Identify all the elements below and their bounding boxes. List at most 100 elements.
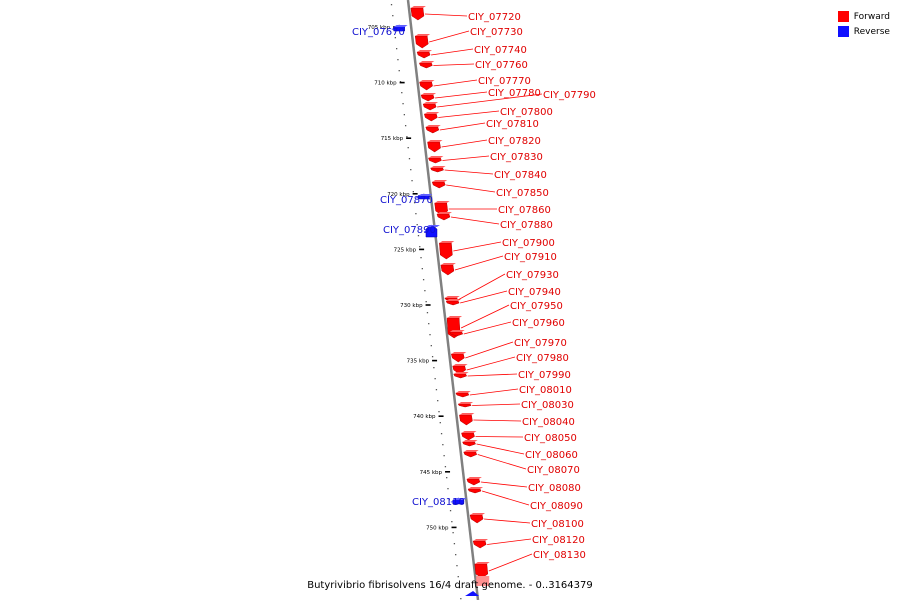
gene-leader-line	[433, 79, 478, 87]
gene-leader-line	[444, 169, 494, 175]
gene-label-ciy-07940[interactable]: CIY_07940	[508, 287, 561, 298]
gene-feature-partial	[465, 591, 480, 596]
gene-feature-shade	[444, 296, 460, 298]
gene-label-ciy-07840[interactable]: CIY_07840	[494, 170, 547, 181]
gene-feature-ciy-07970[interactable]	[450, 353, 465, 363]
gene-label-ciy-07800[interactable]: CIY_07800	[500, 107, 553, 118]
gene-feature-ciy-07890[interactable]	[425, 224, 438, 238]
gene-feature-ciy-07940[interactable]	[445, 300, 460, 306]
gene-label-ciy-08110[interactable]: CIY_08110	[412, 497, 465, 508]
legend-reverse-label: Reverse	[853, 26, 890, 37]
gene-feature-ciy-07880[interactable]	[436, 213, 451, 221]
gene-leader-line	[450, 500, 463, 503]
gene-label-ciy-08130[interactable]: CIY_08130	[533, 550, 586, 561]
gene-label-ciy-08050[interactable]: CIY_08050	[524, 433, 577, 444]
gene-label-ciy-07850[interactable]: CIY_07850	[496, 188, 549, 199]
gene-leader-line	[446, 184, 496, 193]
gene-leader-line	[460, 304, 510, 329]
gene-label-ciy-07910[interactable]: CIY_07910	[504, 252, 557, 263]
gene-label-ciy-07810[interactable]: CIY_07810	[486, 119, 539, 130]
gene-labels: CIY_07670 CIY_07720 CIY_07730 CIY_07740 CIY_…	[352, 12, 596, 572]
gene-label-ciy-08100[interactable]: CIY_08100	[531, 519, 584, 530]
gene-feature-ciy-08090[interactable]	[467, 488, 482, 494]
gene-feature-ciy-07910[interactable]	[440, 264, 455, 276]
gene-leader-line	[453, 241, 502, 252]
gene-feature-ciy-07770[interactable]	[419, 81, 433, 91]
gene-label-ciy-07780[interactable]: CIY_07780	[488, 88, 541, 99]
gene-label-ciy-07960[interactable]: CIY_07960	[512, 318, 565, 329]
axis-tick-label: 725 kbp	[394, 247, 417, 253]
gene-label-ciy-07670[interactable]: CIY_07670	[352, 27, 405, 38]
gene-feature-ciy-07850[interactable]	[431, 181, 446, 189]
legend-forward-label: Forward	[853, 11, 890, 22]
gene-label-ciy-07870[interactable]: CIY_07870	[380, 195, 433, 206]
gene-feature-ciy-07840[interactable]	[430, 167, 444, 173]
gene-feature-ciy-07810[interactable]	[425, 126, 440, 134]
gene-feature-shade	[440, 263, 456, 265]
axis-tick-label: 750 kbp	[426, 525, 449, 531]
gene-label-ciy-07880[interactable]: CIY_07880	[500, 220, 553, 231]
gene-label-ciy-07970[interactable]: CIY_07970	[514, 338, 567, 349]
gene-feature-ciy-07760[interactable]	[418, 62, 433, 69]
gene-feature-ciy-07740[interactable]	[416, 51, 431, 59]
gene-leader-line	[463, 321, 512, 335]
gene-feature-shade	[424, 112, 440, 114]
gene-label-ciy-07980[interactable]: CIY_07980	[516, 353, 569, 364]
gene-feature-shade	[428, 156, 444, 158]
gene-label-ciy-07790[interactable]: CIY_07790	[543, 90, 596, 101]
gene-feature-ciy-08010[interactable]	[455, 392, 470, 398]
gene-label-ciy-08090[interactable]: CIY_08090	[530, 501, 583, 512]
gene-label-ciy-07760[interactable]: CIY_07760	[475, 60, 528, 71]
gene-feature-ciy-07990[interactable]	[453, 373, 467, 379]
gene-feature-ciy-07820[interactable]	[427, 141, 441, 153]
gene-label-ciy-07930[interactable]: CIY_07930	[506, 270, 559, 281]
gene-leader-line	[450, 216, 500, 225]
gene-label-ciy-07730[interactable]: CIY_07730	[470, 27, 523, 38]
gene-label-ciy-07770[interactable]: CIY_07770	[478, 76, 531, 87]
legend-item-forward: Forward	[837, 9, 890, 24]
gene-feature-shade	[466, 477, 482, 479]
gene-feature-shade	[453, 372, 469, 374]
gene-label-ciy-08080[interactable]: CIY_08080	[528, 483, 581, 494]
gene-feature-ciy-07790[interactable]	[422, 103, 437, 111]
gene-feature-ciy-07900[interactable]	[439, 242, 453, 260]
gene-feature-ciy-08030[interactable]	[457, 403, 472, 408]
gene-feature-ciy-08050[interactable]	[461, 432, 475, 441]
gene-label-ciy-08030[interactable]: CIY_08030	[521, 400, 574, 411]
gene-label-ciy-08010[interactable]: CIY_08010	[519, 385, 572, 396]
gene-feature-ciy-07730[interactable]	[414, 35, 429, 49]
strand-legend: Forward Reverse	[837, 9, 890, 39]
gene-feature-ciy-07780[interactable]	[420, 94, 435, 102]
gene-feature-ciy-08120[interactable]	[472, 540, 487, 549]
gene-label-ciy-07720[interactable]: CIY_07720	[468, 12, 521, 23]
gene-feature-ciy-08100[interactable]	[469, 514, 484, 524]
axis-ticks: 705 kbp 710 kbp 715 kbp 720 kbp 725 kbp 730 k…	[368, 25, 457, 531]
gene-leader-line	[460, 290, 508, 304]
gene-label-ciy-07860[interactable]: CIY_07860	[498, 205, 551, 216]
axis-tick-label: 735 kbp	[407, 359, 430, 365]
gene-feature-ciy-08060[interactable]	[462, 441, 476, 447]
gene-feature-ciy-07720[interactable]	[410, 7, 425, 21]
gene-label-ciy-07990[interactable]: CIY_07990	[518, 370, 571, 381]
gene-label-ciy-07950[interactable]: CIY_07950	[510, 301, 563, 312]
gene-feature-ciy-07800[interactable]	[423, 113, 438, 122]
gene-label-ciy-08060[interactable]: CIY_08060	[525, 450, 578, 461]
gene-label-ciy-07900[interactable]: CIY_07900	[502, 238, 555, 249]
gene-feature-ciy-08070[interactable]	[463, 451, 478, 458]
gene-label-ciy-07740[interactable]: CIY_07740	[474, 45, 527, 56]
gene-feature-shade	[410, 6, 426, 8]
gene-label-ciy-08070[interactable]: CIY_08070	[527, 465, 580, 476]
gene-leader-line	[424, 13, 468, 17]
gene-feature-ciy-08130[interactable]	[474, 563, 489, 579]
gene-feature-shade	[425, 125, 441, 127]
gene-feature-ciy-07830[interactable]	[428, 157, 442, 164]
gene-label-ciy-07890[interactable]: CIY_07890	[383, 225, 436, 236]
gene-feature-ciy-08080[interactable]	[466, 478, 481, 486]
gene-label-ciy-07830[interactable]: CIY_07830	[490, 152, 543, 163]
gene-label-ciy-08120[interactable]: CIY_08120	[532, 535, 585, 546]
gene-label-ciy-07820[interactable]: CIY_07820	[488, 136, 541, 147]
gene-feature-shade	[474, 562, 490, 564]
gene-feature-ciy-08040[interactable]	[459, 414, 473, 426]
gene-label-ciy-08040[interactable]: CIY_08040	[522, 417, 575, 428]
